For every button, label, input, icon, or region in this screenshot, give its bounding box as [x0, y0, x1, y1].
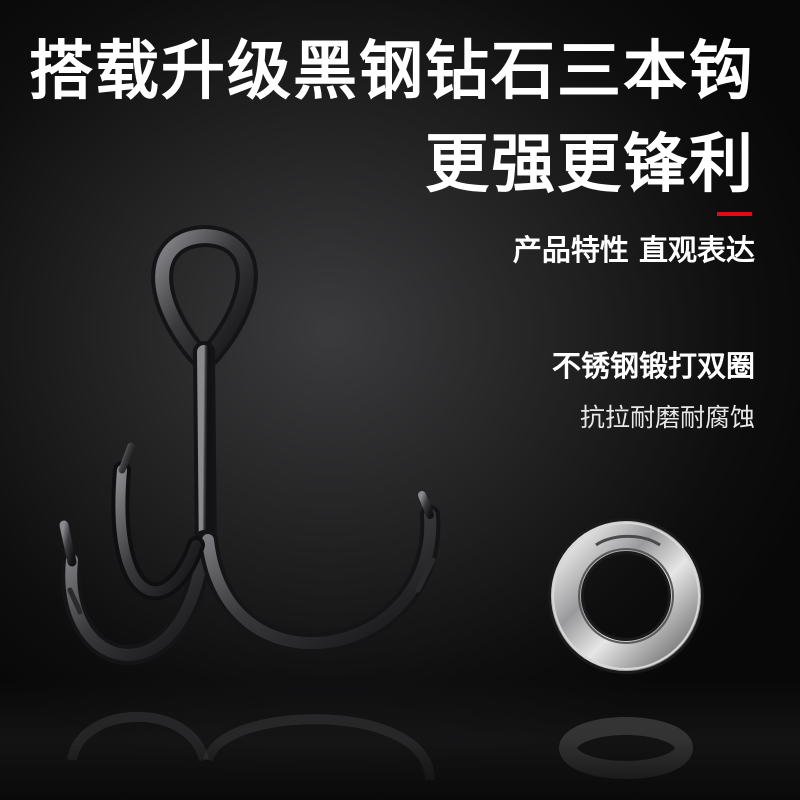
headline-line-1: 搭载升级黑钢钻石三本钩	[29, 35, 755, 109]
headline-line-2: 更强更锋利	[425, 128, 755, 202]
treble-hook-icon	[59, 225, 441, 665]
hook-reflection	[67, 711, 435, 781]
split-ring-icon	[548, 518, 704, 779]
ring-feature-title: 不锈钢锻打双圈	[551, 349, 755, 383]
feature-heading: 产品特性 直观表达	[512, 233, 755, 267]
ring-feature-subtitle: 抗拉耐磨耐腐蚀	[579, 403, 755, 432]
accent-bar	[717, 212, 752, 216]
